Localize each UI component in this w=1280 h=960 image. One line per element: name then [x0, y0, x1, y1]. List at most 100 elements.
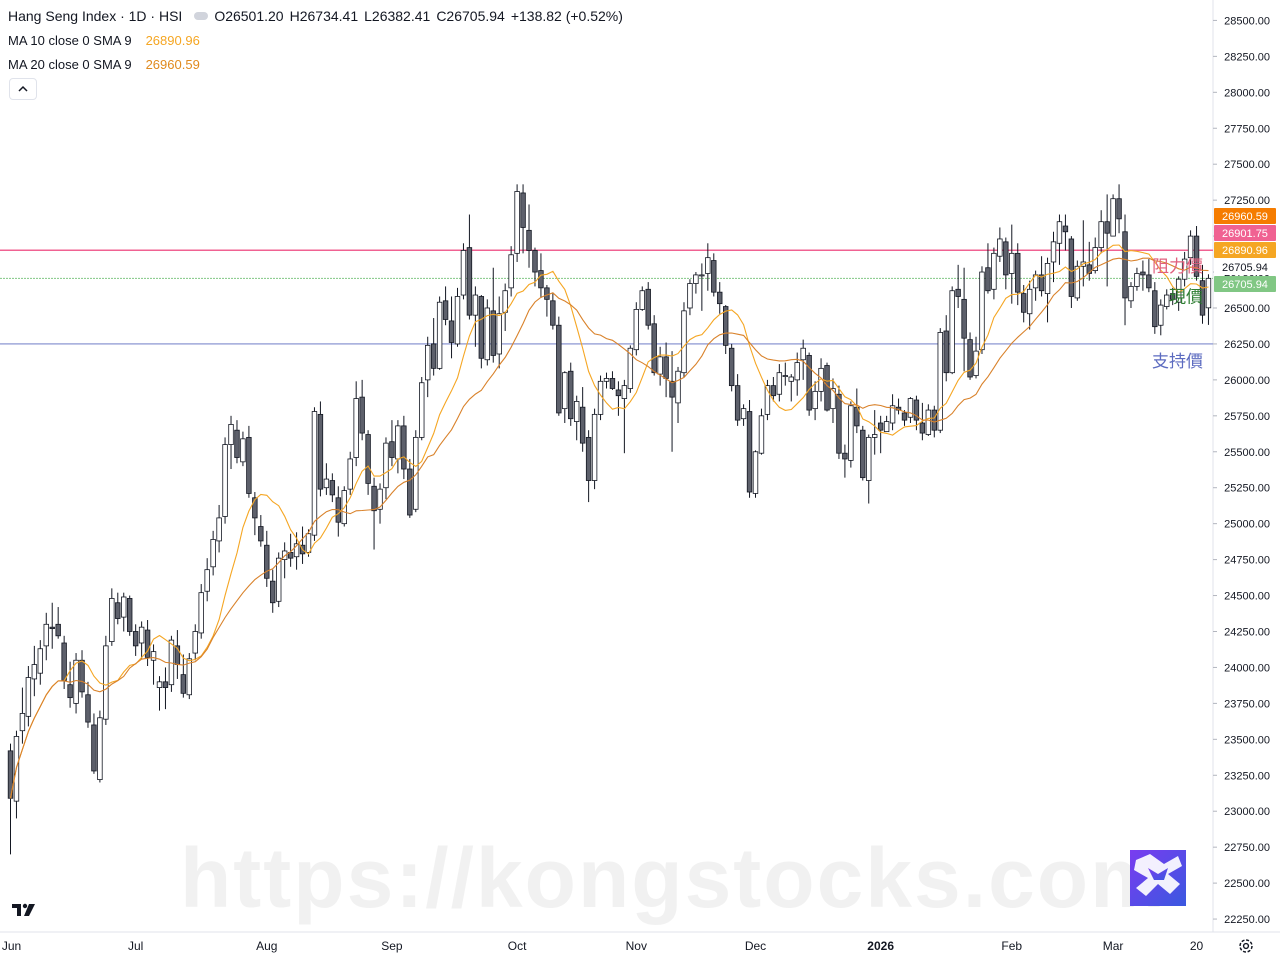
candle-body — [389, 441, 395, 458]
candle-body — [365, 434, 371, 484]
candle-body — [949, 290, 955, 374]
candle-body — [836, 393, 842, 454]
ma10-legend[interactable]: MA 10 close 0 SMA 9 26890.96 — [8, 33, 206, 48]
symbol-title[interactable]: Hang Seng Index · 1D · HSI — [8, 8, 183, 24]
candle-body — [25, 677, 32, 717]
candle-body — [514, 191, 520, 254]
candle-body — [1026, 288, 1033, 315]
candle-body — [1170, 293, 1176, 300]
x-tick-label: 20 — [1190, 939, 1204, 953]
candle-body — [508, 254, 514, 289]
x-tick-label: Jun — [2, 939, 21, 953]
candle-body — [323, 478, 330, 489]
candle-body — [538, 270, 544, 289]
candle-body — [311, 411, 318, 536]
candle-body — [693, 274, 699, 284]
price-badge — [1214, 259, 1276, 275]
price-badge — [1214, 276, 1276, 292]
candle-body — [788, 376, 794, 382]
candle-body — [675, 370, 681, 404]
tradingview-logo-icon[interactable] — [10, 900, 38, 920]
candle-body — [1104, 221, 1110, 234]
candle-body — [1205, 277, 1212, 309]
candle-body — [109, 598, 115, 642]
candle-body — [204, 569, 210, 592]
collapse-legend-button[interactable] — [9, 78, 37, 100]
candle-body — [97, 717, 103, 780]
price-badge-label: 26960.59 — [1222, 211, 1268, 223]
candle-body — [943, 330, 949, 374]
candle-body — [574, 401, 580, 422]
market-status-indicator[interactable] — [194, 12, 209, 21]
candle-body — [687, 283, 693, 309]
candle-body — [1056, 221, 1063, 244]
candle-body — [371, 485, 377, 512]
candle-body — [377, 488, 383, 510]
price-line-label-current: 現價 — [1169, 287, 1203, 307]
candle-body — [663, 356, 669, 379]
candle-body — [180, 674, 187, 694]
candle-body — [991, 252, 997, 290]
candle-body — [591, 413, 598, 481]
candle-body — [407, 468, 413, 516]
candle-body — [639, 290, 645, 310]
candle-body — [919, 422, 926, 434]
y-tick-label: 25250.00 — [1224, 483, 1270, 495]
candle-body — [925, 409, 932, 435]
candles-group — [7, 184, 1212, 855]
symbol-legend: Hang Seng Index · 1D · HSI O26501.20 H2673… — [8, 8, 629, 24]
candle-body — [246, 436, 252, 494]
price-badge — [1214, 242, 1276, 258]
candle-body — [532, 250, 538, 273]
ma20-label: MA 20 close 0 SMA 9 — [8, 57, 132, 72]
ma10-label: MA 10 close 0 SMA 9 — [8, 33, 132, 48]
candle-body — [681, 310, 687, 374]
y-tick-label: 25500.00 — [1224, 447, 1270, 459]
candle-body — [526, 229, 532, 251]
candle-body — [275, 557, 282, 602]
y-tick-label: 25750.00 — [1224, 411, 1270, 423]
price-line-label-resistance: 阻力價 — [1152, 257, 1203, 277]
candle-body — [222, 444, 228, 517]
candle-body — [43, 623, 49, 647]
x-tick-label: Sep — [381, 939, 403, 953]
candle-body — [806, 355, 812, 411]
brand-logo-icon — [1130, 850, 1186, 906]
candle-body — [442, 300, 449, 320]
candle-body — [484, 307, 490, 361]
candle-body — [258, 526, 264, 542]
ma20-legend[interactable]: MA 20 close 0 SMA 9 26960.59 — [8, 57, 206, 72]
candle-body — [728, 347, 735, 387]
candle-body — [103, 645, 109, 720]
candle-body — [740, 408, 747, 420]
candle-body — [913, 399, 920, 421]
candle-body — [621, 385, 628, 399]
candle-body — [824, 365, 830, 411]
gear-icon[interactable] — [1237, 937, 1255, 955]
candle-body — [931, 409, 937, 431]
candle-body — [424, 344, 431, 381]
candle-body — [61, 642, 67, 681]
candle-body — [1098, 221, 1104, 248]
candle-body — [1086, 264, 1092, 274]
candle-body — [19, 713, 26, 732]
candle-body — [979, 271, 985, 351]
candle-body — [585, 436, 592, 481]
ohlc-low: L26382.41 — [364, 8, 431, 24]
candle-body — [460, 250, 467, 296]
candle-body — [121, 596, 127, 618]
candle-body — [1146, 274, 1152, 289]
candle-body — [192, 631, 198, 654]
candle-body — [645, 288, 651, 326]
candle-body — [746, 411, 753, 493]
x-tick-label: Dec — [745, 939, 766, 953]
candle-body — [770, 385, 777, 397]
chevron-up-icon — [18, 86, 28, 92]
ohlc-close: C26705.94 — [436, 8, 505, 24]
candle-body — [830, 388, 836, 410]
candle-body — [723, 306, 729, 346]
candle-body — [997, 238, 1003, 257]
y-tick-label: 22500.00 — [1224, 878, 1270, 890]
candle-body — [556, 324, 562, 414]
